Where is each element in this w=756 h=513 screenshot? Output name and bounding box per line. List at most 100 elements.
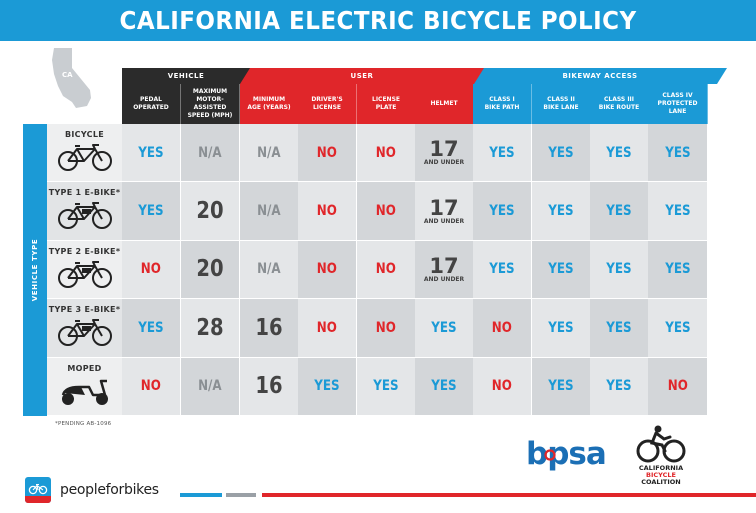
cell-value: YES — [431, 319, 457, 336]
cell-value: NO — [375, 261, 397, 278]
table-cell: YES — [415, 357, 474, 416]
column-header: PEDAL OPERATED — [122, 84, 181, 124]
bpsa-logo: bpsa — [524, 434, 616, 476]
table-cell: N/A — [240, 124, 299, 183]
cell-value: NO — [667, 378, 688, 395]
cell-value: YES — [664, 319, 691, 336]
cbc-line-2: BICYCLE — [646, 471, 676, 479]
table-cell: 17 AND UNDER — [415, 124, 474, 183]
column-header: LICENSE PLATE — [357, 84, 416, 124]
cell-value: NO — [140, 261, 162, 278]
cell-value: YES — [606, 319, 632, 336]
ebike-icon — [55, 256, 115, 294]
state-label: CA — [62, 71, 73, 79]
table-cell: YES — [648, 182, 708, 241]
peopleforbikes-text: peopleforbikes — [60, 482, 159, 498]
cbc-line-3: COALITION — [641, 478, 681, 486]
cell-value: NO — [316, 261, 338, 278]
table-cell: 16 — [240, 299, 299, 358]
bpsa-text: bpsa — [526, 436, 606, 472]
california-bicycle-coalition-logo: CALIFORNIA BICYCLE COALITION — [634, 424, 688, 486]
cell-value: YES — [548, 203, 574, 220]
peopleforbikes-logo: peopleforbikes — [25, 477, 159, 503]
title-bar: CALIFORNIA ELECTRIC BICYCLE POLICY — [0, 0, 756, 41]
table-cell: YES — [590, 299, 649, 358]
footnote: *PENDING AB-1096 — [55, 421, 112, 427]
cell-subtext: AND UNDER — [423, 275, 465, 283]
cell-value: NO — [316, 203, 338, 220]
footer-stripe-red — [262, 493, 756, 497]
table-cell: YES — [122, 182, 181, 241]
table-cell: NO — [298, 182, 357, 241]
group-header-bikeway-access: BIKEWAY ACCESS — [473, 68, 727, 84]
table-cell: YES — [590, 124, 649, 183]
vehicle-type-name: TYPE 3 E-BIKE* — [48, 305, 121, 315]
cell-value: YES — [606, 261, 632, 278]
table-cell: YES — [298, 357, 357, 416]
column-header: CLASS IV PROTECTED LANE — [648, 84, 708, 124]
table-cell: YES — [122, 124, 181, 183]
table-cell: YES — [532, 299, 591, 358]
cell-value: YES — [489, 261, 515, 278]
cell-value: NO — [375, 319, 397, 336]
vehicle-type-text: VEHICLE TYPE — [31, 238, 39, 302]
group-header-user: USER — [240, 68, 484, 84]
table-cell: YES — [590, 240, 649, 300]
cell-value: 28 — [196, 314, 224, 341]
footer-stripe-gray — [226, 493, 256, 497]
cell-value: N/A — [198, 378, 222, 395]
row-header: BICYCLE — [47, 124, 122, 183]
table-cell: YES — [532, 182, 591, 241]
cell-value: 16 — [255, 314, 283, 341]
table-cell: YES — [648, 124, 708, 183]
table-cell: NO — [648, 357, 708, 416]
table-cell: YES — [648, 240, 708, 300]
table-cell: YES — [357, 357, 416, 416]
cell-value: 20 — [196, 256, 224, 283]
cell-value: YES — [314, 378, 340, 395]
cell-value: YES — [548, 319, 574, 336]
cell-value: NO — [491, 319, 513, 336]
cbc-line-1: CALIFORNIA — [638, 464, 684, 472]
vehicle-type-label: VEHICLE TYPE — [23, 124, 47, 416]
table-cell: 17 AND UNDER — [415, 240, 474, 300]
peopleforbikes-icon — [25, 477, 51, 503]
table-cell: N/A — [181, 357, 240, 416]
footer-stripe-blue — [180, 493, 222, 497]
ebike-icon — [55, 314, 115, 352]
page-title: CALIFORNIA ELECTRIC BICYCLE POLICY — [119, 6, 637, 35]
table-cell: YES — [590, 357, 649, 416]
table-cell: YES — [473, 124, 532, 183]
moped-icon — [55, 373, 115, 411]
cell-value: 17 — [429, 195, 459, 220]
cell-value: YES — [138, 144, 164, 161]
column-header: CLASS III BIKE ROUTE — [590, 84, 649, 124]
row-header: TYPE 1 E-BIKE* — [47, 182, 122, 241]
cell-value: YES — [548, 144, 574, 161]
cell-value: NO — [140, 378, 162, 395]
table-cell: N/A — [181, 124, 240, 183]
table-cell: YES — [532, 240, 591, 300]
table-cell: NO — [122, 357, 181, 416]
cell-value: YES — [431, 378, 457, 395]
table-cell: 16 — [240, 357, 299, 416]
cell-value: 17 — [429, 253, 459, 278]
ebike-icon — [55, 197, 115, 235]
cell-value: YES — [606, 144, 632, 161]
column-header: DRIVER'S LICENSE — [298, 84, 357, 124]
table-cell: 17 AND UNDER — [415, 182, 474, 241]
cyclist-icon — [636, 425, 686, 463]
table-cell: YES — [532, 357, 591, 416]
table-cell: 20 — [181, 240, 240, 300]
table-cell: YES — [473, 240, 532, 300]
row-header: MOPED — [47, 357, 122, 416]
table-cell: NO — [473, 299, 532, 358]
vehicle-type-name: BICYCLE — [65, 130, 104, 139]
cell-value: YES — [664, 261, 691, 278]
row-header: TYPE 3 E-BIKE* — [47, 299, 122, 358]
cell-value: YES — [606, 203, 632, 220]
table-cell: NO — [357, 182, 416, 241]
row-header: TYPE 2 E-BIKE* — [47, 240, 122, 300]
table-cell: YES — [122, 299, 181, 358]
cell-value: YES — [138, 203, 164, 220]
